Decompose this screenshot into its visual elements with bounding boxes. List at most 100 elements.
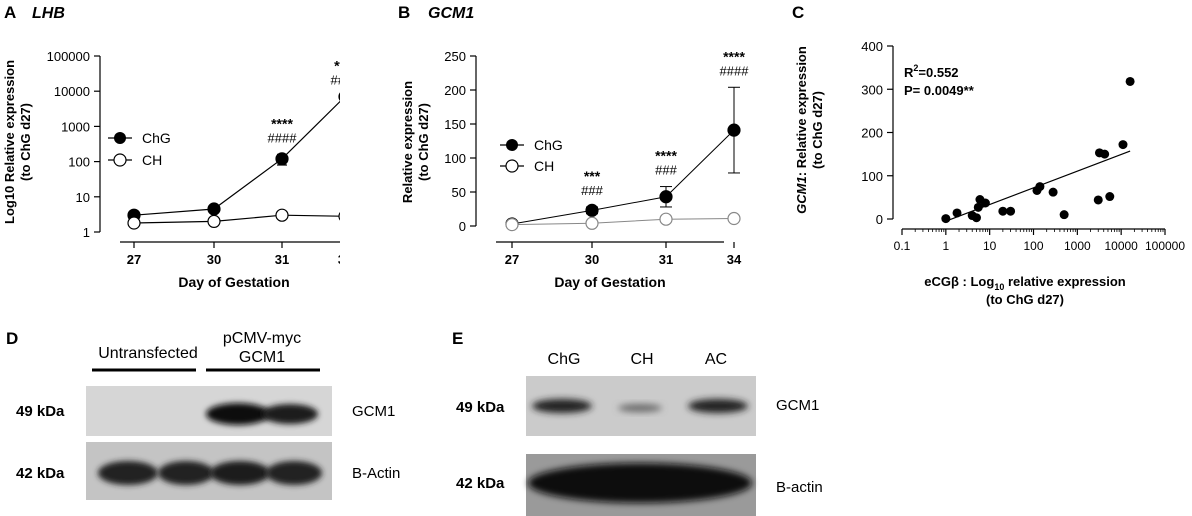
protein-label-actin: B-Actin — [352, 465, 400, 482]
chart-c-scatter: C GCM1: Relative expression (to ChG d27)… — [792, 3, 1185, 307]
band-e-gcm1-ac — [688, 399, 748, 413]
series-line-ch — [511, 218, 735, 226]
x-tick-label: 10 — [983, 239, 997, 253]
data-point-ch — [338, 211, 340, 221]
band-d-actin-lane2 — [158, 461, 214, 485]
chart-a-title: LHB — [32, 5, 65, 22]
protein-label-actin: B-actin — [776, 479, 823, 496]
data-point-ch — [207, 214, 221, 229]
x-tick-label: 30 — [207, 252, 221, 267]
data-point-chg — [338, 92, 340, 101]
chart-c-xlabel-2: (to ChG d27) — [986, 292, 1064, 307]
band-d-actin-lane4 — [266, 461, 322, 485]
lane-label-chg: ChG — [548, 351, 581, 368]
data-point-chg — [727, 123, 741, 137]
series-line-ch — [133, 214, 340, 224]
kda-label-42: 42 kDa — [456, 475, 505, 492]
significance-hashes: ### — [655, 163, 677, 178]
y-tick-label: 100 — [861, 169, 883, 184]
data-point — [971, 213, 981, 223]
panel-e-western-blot: E ChG CH AC 49 kDa GCM1 42 kDa B-actin — [440, 318, 880, 516]
chart-b-legend: ChG CH — [500, 137, 563, 174]
chart-b-title: GCM1 — [428, 5, 474, 22]
x-tick-label: 34 — [338, 252, 340, 267]
data-point — [1105, 192, 1115, 202]
data-point-ch — [585, 216, 599, 230]
chart-c-ylabel-2: (to ChG d27) — [810, 91, 825, 169]
chart-c-ylabel: GCM1: Relative expression — [794, 46, 809, 214]
data-point — [998, 206, 1008, 216]
series-line-chg — [133, 100, 340, 216]
y-tick-label: 50 — [452, 185, 466, 200]
panel-d-western-blot: D Untransfected pCMV-myc GCM1 49 kDa GCM… — [0, 318, 420, 516]
x-tick-label: 30 — [585, 252, 599, 267]
x-tick-label: 31 — [275, 252, 289, 267]
panel-letter-c: C — [792, 3, 804, 22]
legend-label-ch: CH — [534, 158, 554, 174]
band-d-gcm1-lane4 — [262, 404, 318, 424]
significance-stars: **** — [334, 58, 340, 74]
legend-marker-ch — [113, 153, 127, 167]
y-tick-label: 1000 — [61, 119, 90, 134]
significance-stars: **** — [655, 148, 677, 164]
band-e-gcm1-ch — [618, 404, 662, 412]
data-point — [980, 198, 990, 208]
significance-hashes: #### — [720, 63, 750, 78]
y-tick-label: 100 — [68, 155, 90, 170]
panel-letter-d: D — [6, 329, 18, 348]
data-point-chg — [585, 203, 599, 217]
kda-label-49: 49 kDa — [456, 399, 505, 416]
significance-stars: *** — [584, 168, 601, 184]
data-point-chg — [207, 202, 221, 216]
panel-letter-e: E — [452, 329, 463, 348]
band-e-actin — [528, 463, 752, 503]
legend-marker-chg — [114, 132, 126, 144]
y-tick-label: 200 — [861, 126, 883, 141]
lane-label-ac: AC — [705, 351, 727, 368]
x-tick-label: 27 — [127, 252, 141, 267]
chart-b-ylabel: Relative expression — [400, 81, 415, 203]
significance-hashes: #### — [331, 73, 340, 88]
significance-stars: **** — [723, 48, 745, 64]
band-e-gcm1-chg — [532, 399, 592, 413]
band-d-gcm1-lane3 — [206, 403, 270, 425]
data-point — [973, 202, 983, 212]
y-tick-label: 1 — [83, 225, 90, 240]
x-tick-label: 27 — [505, 252, 519, 267]
y-tick-label: 0 — [876, 212, 883, 227]
x-tick-label: 1000 — [1064, 239, 1091, 253]
panel-letter-b: B — [398, 3, 410, 22]
x-tick-label: 0.1 — [894, 239, 911, 253]
legend-marker-ch — [505, 159, 519, 173]
y-tick-label: 150 — [444, 117, 466, 132]
lane-label-pcmv: pCMV-myc — [223, 330, 301, 347]
chart-b-ylabel-2: (to ChG d27) — [416, 103, 431, 181]
band-d-actin-lane3 — [210, 461, 270, 485]
y-tick-label: 10000 — [54, 84, 90, 99]
data-point — [941, 214, 951, 224]
protein-label-gcm1: GCM1 — [776, 397, 819, 414]
chart-a-lhb: A LHB Log10 Relative expression (to ChG … — [2, 3, 340, 290]
band-d-actin-lane1 — [98, 461, 158, 485]
chart-c-r2: R2=0.552 — [904, 63, 959, 80]
data-point — [1048, 187, 1058, 197]
legend-marker-chg — [506, 139, 518, 151]
kda-label-49: 49 kDa — [16, 403, 65, 420]
data-point — [952, 208, 962, 218]
data-point-ch — [727, 211, 741, 226]
x-tick-label: 1 — [942, 239, 949, 253]
significance-hashes: ### — [581, 183, 603, 198]
y-tick-label: 100 — [444, 151, 466, 166]
legend-label-ch: CH — [142, 152, 162, 168]
series-line-chg — [511, 129, 735, 225]
lane-label-ch: CH — [630, 351, 653, 368]
chart-c-pvalue: P= 0.0049** — [904, 83, 975, 98]
data-point-ch — [505, 218, 519, 232]
y-tick-label: 0 — [459, 219, 466, 234]
chart-b-gcm1: B GCM1 Relative expression (to ChG d27) … — [398, 3, 750, 290]
protein-label-gcm1: GCM1 — [352, 403, 395, 420]
chart-a-legend: ChG CH — [108, 130, 171, 168]
chart-a-ylabel: Log10 Relative expression — [2, 60, 17, 224]
panel-letter-a: A — [4, 3, 16, 22]
chart-c-xlabel: eCGβ : Log10 relative expression — [924, 274, 1126, 292]
